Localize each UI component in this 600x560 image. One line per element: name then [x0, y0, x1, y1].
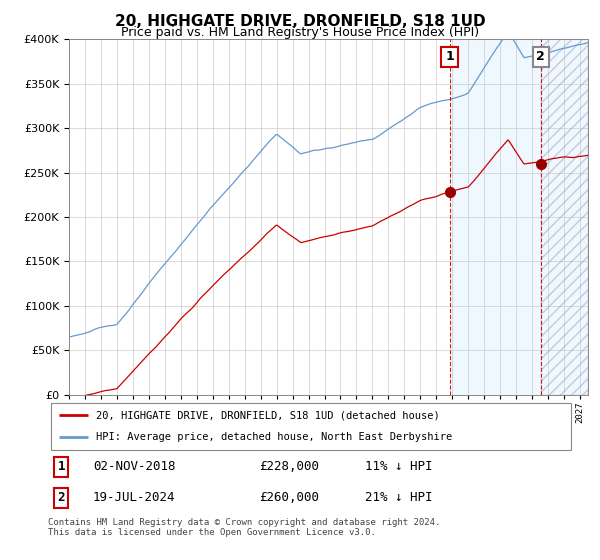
Bar: [541, 39, 588, 395]
Text: 1: 1: [58, 460, 65, 473]
20, HIGHGATE DRIVE, DRONFIELD, S18 1UD (detached house): [65, 396, 73, 403]
20, HIGHGATE DRIVE, DRONFIELD, S18 1UD (detached house): [454, 186, 461, 193]
Text: 1: 1: [445, 50, 454, 63]
HPI: Average price, detached house, North East Derbyshire: (2.02e+03, 3.21e+05): Average price, detached house, North Eas…: [413, 106, 421, 113]
HPI: Average price, detached house, North East Derbyshire: (2.02e+03, 3.29e+05): Average price, detached house, North Eas…: [434, 99, 441, 105]
Text: £260,000: £260,000: [259, 491, 319, 504]
Text: £228,000: £228,000: [259, 460, 319, 473]
HPI: Average price, detached house, North East Derbyshire: (2e+03, 6.49e+04): Average price, detached house, North Eas…: [65, 334, 73, 340]
HPI: Average price, detached house, North East Derbyshire: (2.02e+03, 3.35e+05): Average price, detached house, North Eas…: [454, 94, 461, 101]
HPI: Average price, detached house, North East Derbyshire: (2e+03, 9.75e+04): Average price, detached house, North Eas…: [127, 305, 134, 311]
HPI: Average price, detached house, North East Derbyshire: (2.03e+03, 3.96e+05): Average price, detached house, North Eas…: [584, 39, 592, 46]
Text: 19-JUL-2024: 19-JUL-2024: [93, 491, 175, 504]
Text: 11% ↓ HPI: 11% ↓ HPI: [365, 460, 432, 473]
20, HIGHGATE DRIVE, DRONFIELD, S18 1UD (detached house): [505, 137, 512, 143]
HPI: Average price, detached house, North East Derbyshire: (2.02e+03, 3.89e+05): Average price, detached house, North Eas…: [493, 46, 500, 53]
20, HIGHGATE DRIVE, DRONFIELD, S18 1UD (detached house): [413, 199, 421, 206]
Text: 2: 2: [536, 50, 545, 63]
Text: 20, HIGHGATE DRIVE, DRONFIELD, S18 1UD (detached house): 20, HIGHGATE DRIVE, DRONFIELD, S18 1UD (…: [95, 410, 439, 421]
Text: 21% ↓ HPI: 21% ↓ HPI: [365, 491, 432, 504]
HPI: Average price, detached house, North East Derbyshire: (2.02e+03, 4.08e+05): Average price, detached house, North Eas…: [505, 29, 512, 35]
20, HIGHGATE DRIVE, DRONFIELD, S18 1UD (detached house): [584, 152, 592, 158]
20, HIGHGATE DRIVE, DRONFIELD, S18 1UD (detached house): [434, 193, 441, 199]
20, HIGHGATE DRIVE, DRONFIELD, S18 1UD (detached house): [493, 150, 500, 157]
Bar: [452, 39, 588, 395]
Text: 2: 2: [58, 491, 65, 504]
Text: HPI: Average price, detached house, North East Derbyshire: HPI: Average price, detached house, Nort…: [95, 432, 452, 442]
Text: 20, HIGHGATE DRIVE, DRONFIELD, S18 1UD: 20, HIGHGATE DRIVE, DRONFIELD, S18 1UD: [115, 14, 485, 29]
20, HIGHGATE DRIVE, DRONFIELD, S18 1UD (detached house): [466, 183, 473, 189]
HPI: Average price, detached house, North East Derbyshire: (2.02e+03, 3.41e+05): Average price, detached house, North Eas…: [466, 88, 473, 95]
Text: Price paid vs. HM Land Registry's House Price Index (HPI): Price paid vs. HM Land Registry's House …: [121, 26, 479, 39]
FancyBboxPatch shape: [50, 403, 571, 450]
Text: 02-NOV-2018: 02-NOV-2018: [93, 460, 175, 473]
20, HIGHGATE DRIVE, DRONFIELD, S18 1UD (detached house): [127, 371, 134, 377]
Text: Contains HM Land Registry data © Crown copyright and database right 2024.
This d: Contains HM Land Registry data © Crown c…: [48, 518, 440, 538]
Line: 20, HIGHGATE DRIVE, DRONFIELD, S18 1UD (detached house): 20, HIGHGATE DRIVE, DRONFIELD, S18 1UD (…: [69, 140, 588, 399]
Line: HPI: Average price, detached house, North East Derbyshire: HPI: Average price, detached house, Nort…: [69, 32, 588, 337]
